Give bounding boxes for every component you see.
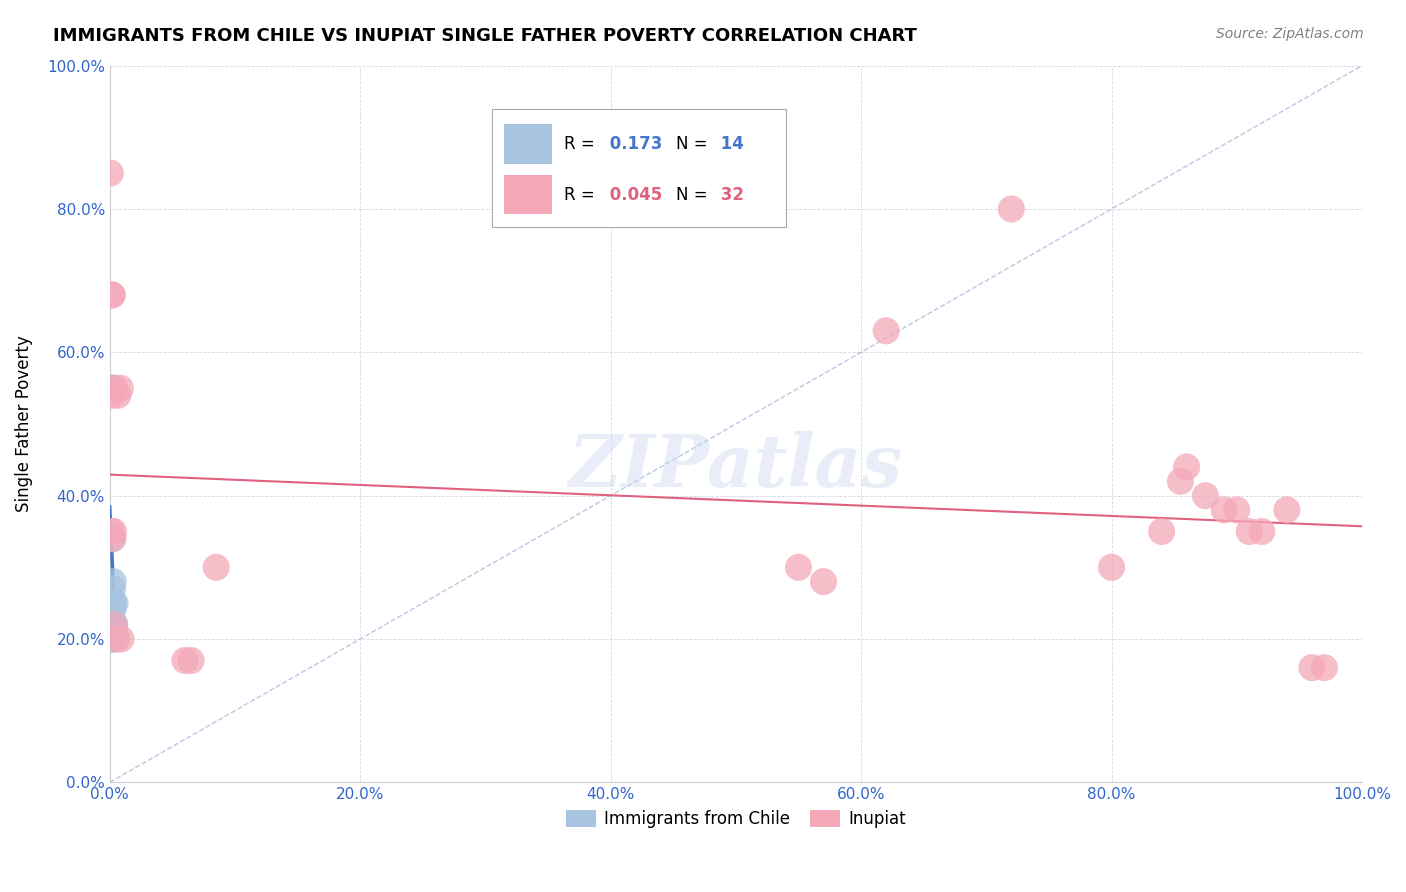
Point (101, 381, 124, 395)
Text: 32: 32 (714, 186, 744, 203)
Point (103, 632, 125, 646)
Text: 0.173: 0.173 (605, 136, 662, 153)
Point (180, 653, 202, 667)
Text: N =: N = (676, 186, 707, 203)
Point (1213, 503, 1236, 517)
Point (1226, 503, 1249, 517)
Point (103, 596, 125, 610)
Point (101, 532, 124, 546)
Point (875, 324, 897, 338)
Point (787, 560, 810, 574)
FancyBboxPatch shape (492, 109, 786, 227)
Point (100, 166, 122, 180)
Text: R =: R = (564, 186, 595, 203)
Point (173, 653, 195, 667)
FancyBboxPatch shape (505, 124, 551, 164)
Point (205, 560, 228, 574)
Text: R =: R = (564, 136, 595, 153)
Point (101, 582, 124, 596)
Text: ZIPatlas: ZIPatlas (569, 432, 903, 502)
FancyBboxPatch shape (505, 175, 551, 214)
Point (100, 388, 122, 402)
Text: IMMIGRANTS FROM CHILE VS INUPIAT SINGLE FATHER POVERTY CORRELATION CHART: IMMIGRANTS FROM CHILE VS INUPIAT SINGLE … (53, 27, 917, 45)
Text: N =: N = (676, 136, 707, 153)
Point (101, 288, 124, 302)
Point (103, 574, 125, 589)
Point (104, 617, 127, 632)
Point (813, 574, 835, 589)
Point (1000, 202, 1022, 216)
Text: Source: ZipAtlas.com: Source: ZipAtlas.com (1216, 27, 1364, 41)
Point (100, 632, 122, 646)
Point (103, 617, 125, 632)
Point (104, 596, 127, 610)
Point (101, 603, 124, 617)
Point (101, 288, 124, 302)
Point (1101, 560, 1123, 574)
Point (1170, 475, 1192, 489)
Point (1150, 524, 1173, 539)
Point (101, 532, 124, 546)
Text: 14: 14 (714, 136, 744, 153)
Point (1239, 524, 1261, 539)
Point (1194, 489, 1216, 503)
Point (103, 524, 125, 539)
Text: 0.045: 0.045 (605, 186, 662, 203)
Point (105, 632, 128, 646)
Legend: Immigrants from Chile, Inupiat: Immigrants from Chile, Inupiat (560, 804, 912, 835)
Point (103, 617, 125, 632)
Point (1250, 524, 1272, 539)
Point (100, 524, 122, 539)
Point (107, 388, 129, 402)
Point (1175, 460, 1198, 475)
Y-axis label: Single Father Poverty: Single Father Poverty (15, 335, 32, 512)
Point (104, 381, 127, 395)
Point (100, 632, 122, 646)
Point (103, 617, 125, 632)
Point (1301, 661, 1323, 675)
Point (1275, 503, 1298, 517)
Point (100, 381, 122, 395)
Point (1313, 661, 1336, 675)
Point (110, 632, 132, 646)
Point (110, 381, 132, 395)
